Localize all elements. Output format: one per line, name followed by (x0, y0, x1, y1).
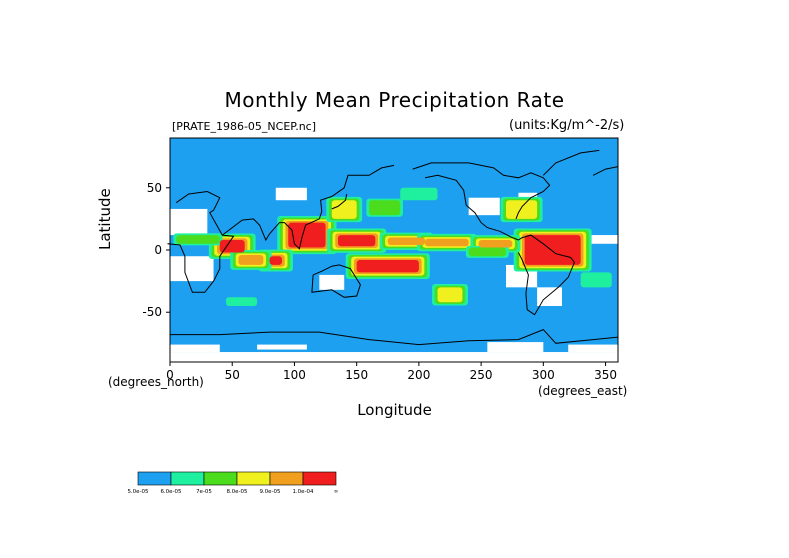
colorbar-legend: 5.0e-05 6.0e-05 7e-05 8.0e-05 9.0e-05 1.0e-04… (127, 471, 339, 495)
x-tick-label-3: 150 (345, 368, 368, 382)
coastline-8 (542, 149, 600, 176)
y-ticks: 50 0 -50 (142, 181, 170, 319)
x-unit-note-north: (degrees_north) (108, 375, 204, 389)
x-tick-label-0: 0 (166, 368, 174, 382)
chart-title: Monthly Mean Precipitation Rate (224, 88, 565, 112)
source-label: [PRATE_1986-05_NCEP.nc] (172, 120, 317, 133)
missing-region-6 (537, 287, 562, 306)
coastline-2 (311, 264, 361, 298)
x-tick-label-2: 100 (283, 368, 306, 382)
missing-region-1 (275, 187, 307, 201)
region-core-3 (176, 235, 220, 244)
missing-region-8 (170, 352, 618, 362)
colorbar-label-2: 7e-05 (196, 489, 212, 495)
missing-region-4 (468, 197, 500, 216)
region-core-12 (238, 254, 264, 265)
colorbar-swatch-2 (203, 471, 238, 486)
coastline-5 (170, 329, 619, 346)
colorbar-swatch-1 (170, 471, 205, 486)
colorbar-label-3: 8.0e-05 (226, 489, 248, 495)
region-core-1 (226, 297, 258, 306)
colorbar-label-4: 9.0e-05 (259, 489, 281, 495)
region-core-11 (478, 240, 513, 248)
y-tick-label-1: 0 (154, 243, 162, 257)
colorbar-swatch-5 (302, 471, 337, 486)
x-tick-label-4: 200 (407, 368, 430, 382)
missing-region-3 (319, 274, 345, 290)
units-label: (units:Kg/m^-2/s) (509, 118, 625, 133)
missing-region-10 (257, 344, 307, 350)
region-core-2 (580, 272, 612, 288)
y-tick-label-0: 50 (147, 181, 162, 195)
colorbar-label-6: ∞ (334, 489, 339, 495)
x-tick-label-1: 50 (225, 368, 240, 382)
region-core-4 (468, 247, 506, 257)
missing-region-9 (170, 344, 220, 353)
region-core-0 (400, 187, 438, 201)
x-axis-label: Longitude (357, 401, 432, 419)
region-core-9 (387, 237, 426, 246)
coastline-4 (412, 162, 551, 220)
missing-region-11 (487, 342, 544, 353)
region-core-17 (219, 240, 245, 253)
coastline-6 (331, 193, 348, 210)
x-unit-note-east: (degrees_east) (538, 384, 628, 398)
colorbar-swatch-3 (236, 471, 271, 486)
x-tick-label-5: 250 (470, 368, 493, 382)
region-core-14 (356, 259, 419, 273)
missing-region-12 (568, 344, 618, 353)
missing-region-0 (170, 208, 208, 236)
colorbar-label-0: 5.0e-05 (127, 489, 149, 495)
region-core-15 (338, 235, 376, 247)
coastline-7 (592, 166, 619, 176)
region-core-16 (524, 235, 581, 265)
region-core-18 (269, 256, 282, 265)
region-core-13 (288, 222, 326, 248)
region-core-10 (425, 238, 469, 247)
coastlines (167, 149, 619, 346)
colorbar-label-5: 1.0e-04 (292, 489, 314, 495)
x-tick-label-6: 300 (532, 368, 555, 382)
missing-region-2 (170, 256, 214, 282)
region-core-6 (331, 200, 357, 219)
coastline-0 (167, 190, 235, 293)
region-core-8 (506, 200, 538, 219)
coastline-1 (221, 164, 395, 250)
x-ticks: 0 50 100 150 200 250 300 350 (166, 362, 617, 382)
missing-region-7 (586, 235, 618, 244)
region-core-7 (437, 287, 463, 303)
region-core-5 (369, 200, 401, 216)
colorbar-swatch-4 (269, 471, 304, 486)
colorbar-label-1: 6.0e-05 (160, 489, 182, 495)
x-tick-label-7: 350 (594, 368, 617, 382)
colorbar-swatch-0 (137, 471, 172, 486)
coastline-3 (425, 174, 575, 316)
y-tick-label-2: -50 (142, 305, 162, 319)
